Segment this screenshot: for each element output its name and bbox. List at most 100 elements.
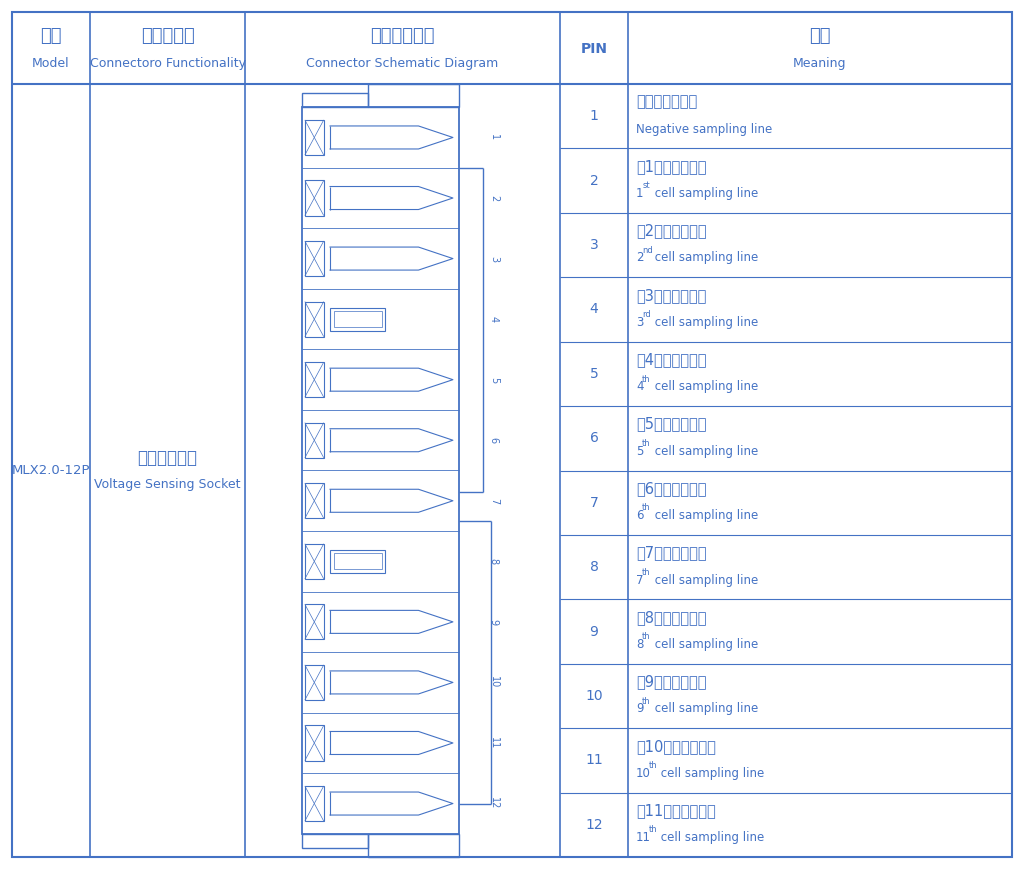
Text: 6: 6 xyxy=(488,437,499,443)
Text: cell sampling line: cell sampling line xyxy=(651,187,759,200)
Text: cell sampling line: cell sampling line xyxy=(651,509,759,522)
Text: 7: 7 xyxy=(590,495,598,510)
Bar xyxy=(368,83,459,107)
Bar xyxy=(305,544,324,579)
Text: 12: 12 xyxy=(585,818,603,832)
Text: Meaning: Meaning xyxy=(794,57,847,70)
Bar xyxy=(305,362,324,397)
Text: 2: 2 xyxy=(590,174,598,188)
Text: th: th xyxy=(642,503,651,513)
Text: MLX2.0-12P: MLX2.0-12P xyxy=(11,464,90,477)
Text: th: th xyxy=(648,826,657,834)
Text: 含义: 含义 xyxy=(809,27,830,45)
Bar xyxy=(305,120,324,155)
Text: 1: 1 xyxy=(488,135,499,141)
Text: 4: 4 xyxy=(488,316,499,322)
Text: 3: 3 xyxy=(636,315,643,328)
Text: 7: 7 xyxy=(636,574,643,587)
Text: 第8节电池采样线: 第8节电池采样线 xyxy=(636,610,707,625)
Text: th: th xyxy=(642,439,651,448)
Text: 6: 6 xyxy=(636,509,643,522)
Text: Connectoro Functionality: Connectoro Functionality xyxy=(89,57,246,70)
Text: 1: 1 xyxy=(636,187,643,200)
Text: rd: rd xyxy=(642,310,651,319)
Text: st: st xyxy=(642,182,650,190)
Text: 第4节电池采样线: 第4节电池采样线 xyxy=(636,352,707,368)
Bar xyxy=(305,483,324,518)
Text: 第7节电池采样线: 第7节电池采样线 xyxy=(636,546,707,561)
Text: 第5节电池采样线: 第5节电池采样线 xyxy=(636,416,707,432)
Bar xyxy=(330,550,385,573)
Bar xyxy=(302,107,459,834)
Bar xyxy=(305,241,324,276)
Bar xyxy=(305,181,324,216)
Bar xyxy=(305,726,324,760)
Bar xyxy=(305,302,324,336)
Text: 电压采集插座: 电压采集插座 xyxy=(137,449,198,468)
Text: 8: 8 xyxy=(636,638,643,651)
Text: cell sampling line: cell sampling line xyxy=(651,251,759,264)
Text: cell sampling line: cell sampling line xyxy=(651,574,759,587)
Text: cell sampling line: cell sampling line xyxy=(651,445,759,458)
Text: 4: 4 xyxy=(636,381,643,394)
Text: 11: 11 xyxy=(636,831,651,844)
Text: 10: 10 xyxy=(636,766,651,779)
Text: Model: Model xyxy=(32,57,70,70)
Text: 型号: 型号 xyxy=(40,27,61,45)
Text: 2: 2 xyxy=(488,195,499,201)
Text: 第1节电池采样线: 第1节电池采样线 xyxy=(636,159,707,174)
Text: 1: 1 xyxy=(590,109,598,123)
Text: cell sampling line: cell sampling line xyxy=(657,766,765,779)
Text: 11: 11 xyxy=(585,753,603,767)
Text: th: th xyxy=(642,697,651,706)
Text: 3: 3 xyxy=(488,255,499,262)
Bar xyxy=(302,93,368,107)
Text: 接插件示意图: 接插件示意图 xyxy=(371,27,435,45)
Text: 7: 7 xyxy=(488,498,499,504)
Text: cell sampling line: cell sampling line xyxy=(651,702,759,715)
Text: 6: 6 xyxy=(590,431,598,445)
Text: 10: 10 xyxy=(585,689,603,703)
Bar xyxy=(305,786,324,821)
Text: 5: 5 xyxy=(590,367,598,381)
Text: cell sampling line: cell sampling line xyxy=(651,315,759,328)
Text: 5: 5 xyxy=(636,445,643,458)
Bar xyxy=(334,554,382,569)
Text: nd: nd xyxy=(642,246,653,255)
Text: 8: 8 xyxy=(590,561,598,574)
Bar xyxy=(334,311,382,327)
Text: 2: 2 xyxy=(636,251,643,264)
Text: 第6节电池采样线: 第6节电池采样线 xyxy=(636,481,707,496)
Text: Connector Schematic Diagram: Connector Schematic Diagram xyxy=(306,57,499,70)
Text: PIN: PIN xyxy=(581,43,607,56)
Text: 11: 11 xyxy=(488,737,499,749)
Bar xyxy=(305,665,324,700)
Text: 第2节电池采样线: 第2节电池采样线 xyxy=(636,223,707,238)
Text: Voltage Sensing Socket: Voltage Sensing Socket xyxy=(94,478,241,491)
Text: 10: 10 xyxy=(488,676,499,688)
Text: 9: 9 xyxy=(636,702,643,715)
Text: Negative sampling line: Negative sampling line xyxy=(636,123,772,136)
Text: th: th xyxy=(642,375,651,383)
Text: 3: 3 xyxy=(590,238,598,252)
Text: th: th xyxy=(642,567,651,577)
Text: 4: 4 xyxy=(590,302,598,316)
Text: 电池负极采集线: 电池负极采集线 xyxy=(636,95,697,109)
Text: 第9节电池采样线: 第9节电池采样线 xyxy=(636,674,707,689)
Text: th: th xyxy=(648,761,657,770)
Text: 8: 8 xyxy=(488,558,499,564)
Text: 第3节电池采样线: 第3节电池采样线 xyxy=(636,288,707,302)
Text: th: th xyxy=(642,632,651,641)
Text: 12: 12 xyxy=(488,798,499,810)
Text: 第11节电池采样线: 第11节电池采样线 xyxy=(636,803,716,818)
Text: 第10节电池采样线: 第10节电池采样线 xyxy=(636,739,716,753)
Text: cell sampling line: cell sampling line xyxy=(657,831,765,844)
Text: 5: 5 xyxy=(488,376,499,383)
Bar xyxy=(368,834,459,858)
Bar xyxy=(330,308,385,330)
Text: 9: 9 xyxy=(488,619,499,625)
Text: cell sampling line: cell sampling line xyxy=(651,638,759,651)
Text: cell sampling line: cell sampling line xyxy=(651,381,759,394)
Text: 9: 9 xyxy=(590,625,598,639)
Bar xyxy=(302,834,368,848)
